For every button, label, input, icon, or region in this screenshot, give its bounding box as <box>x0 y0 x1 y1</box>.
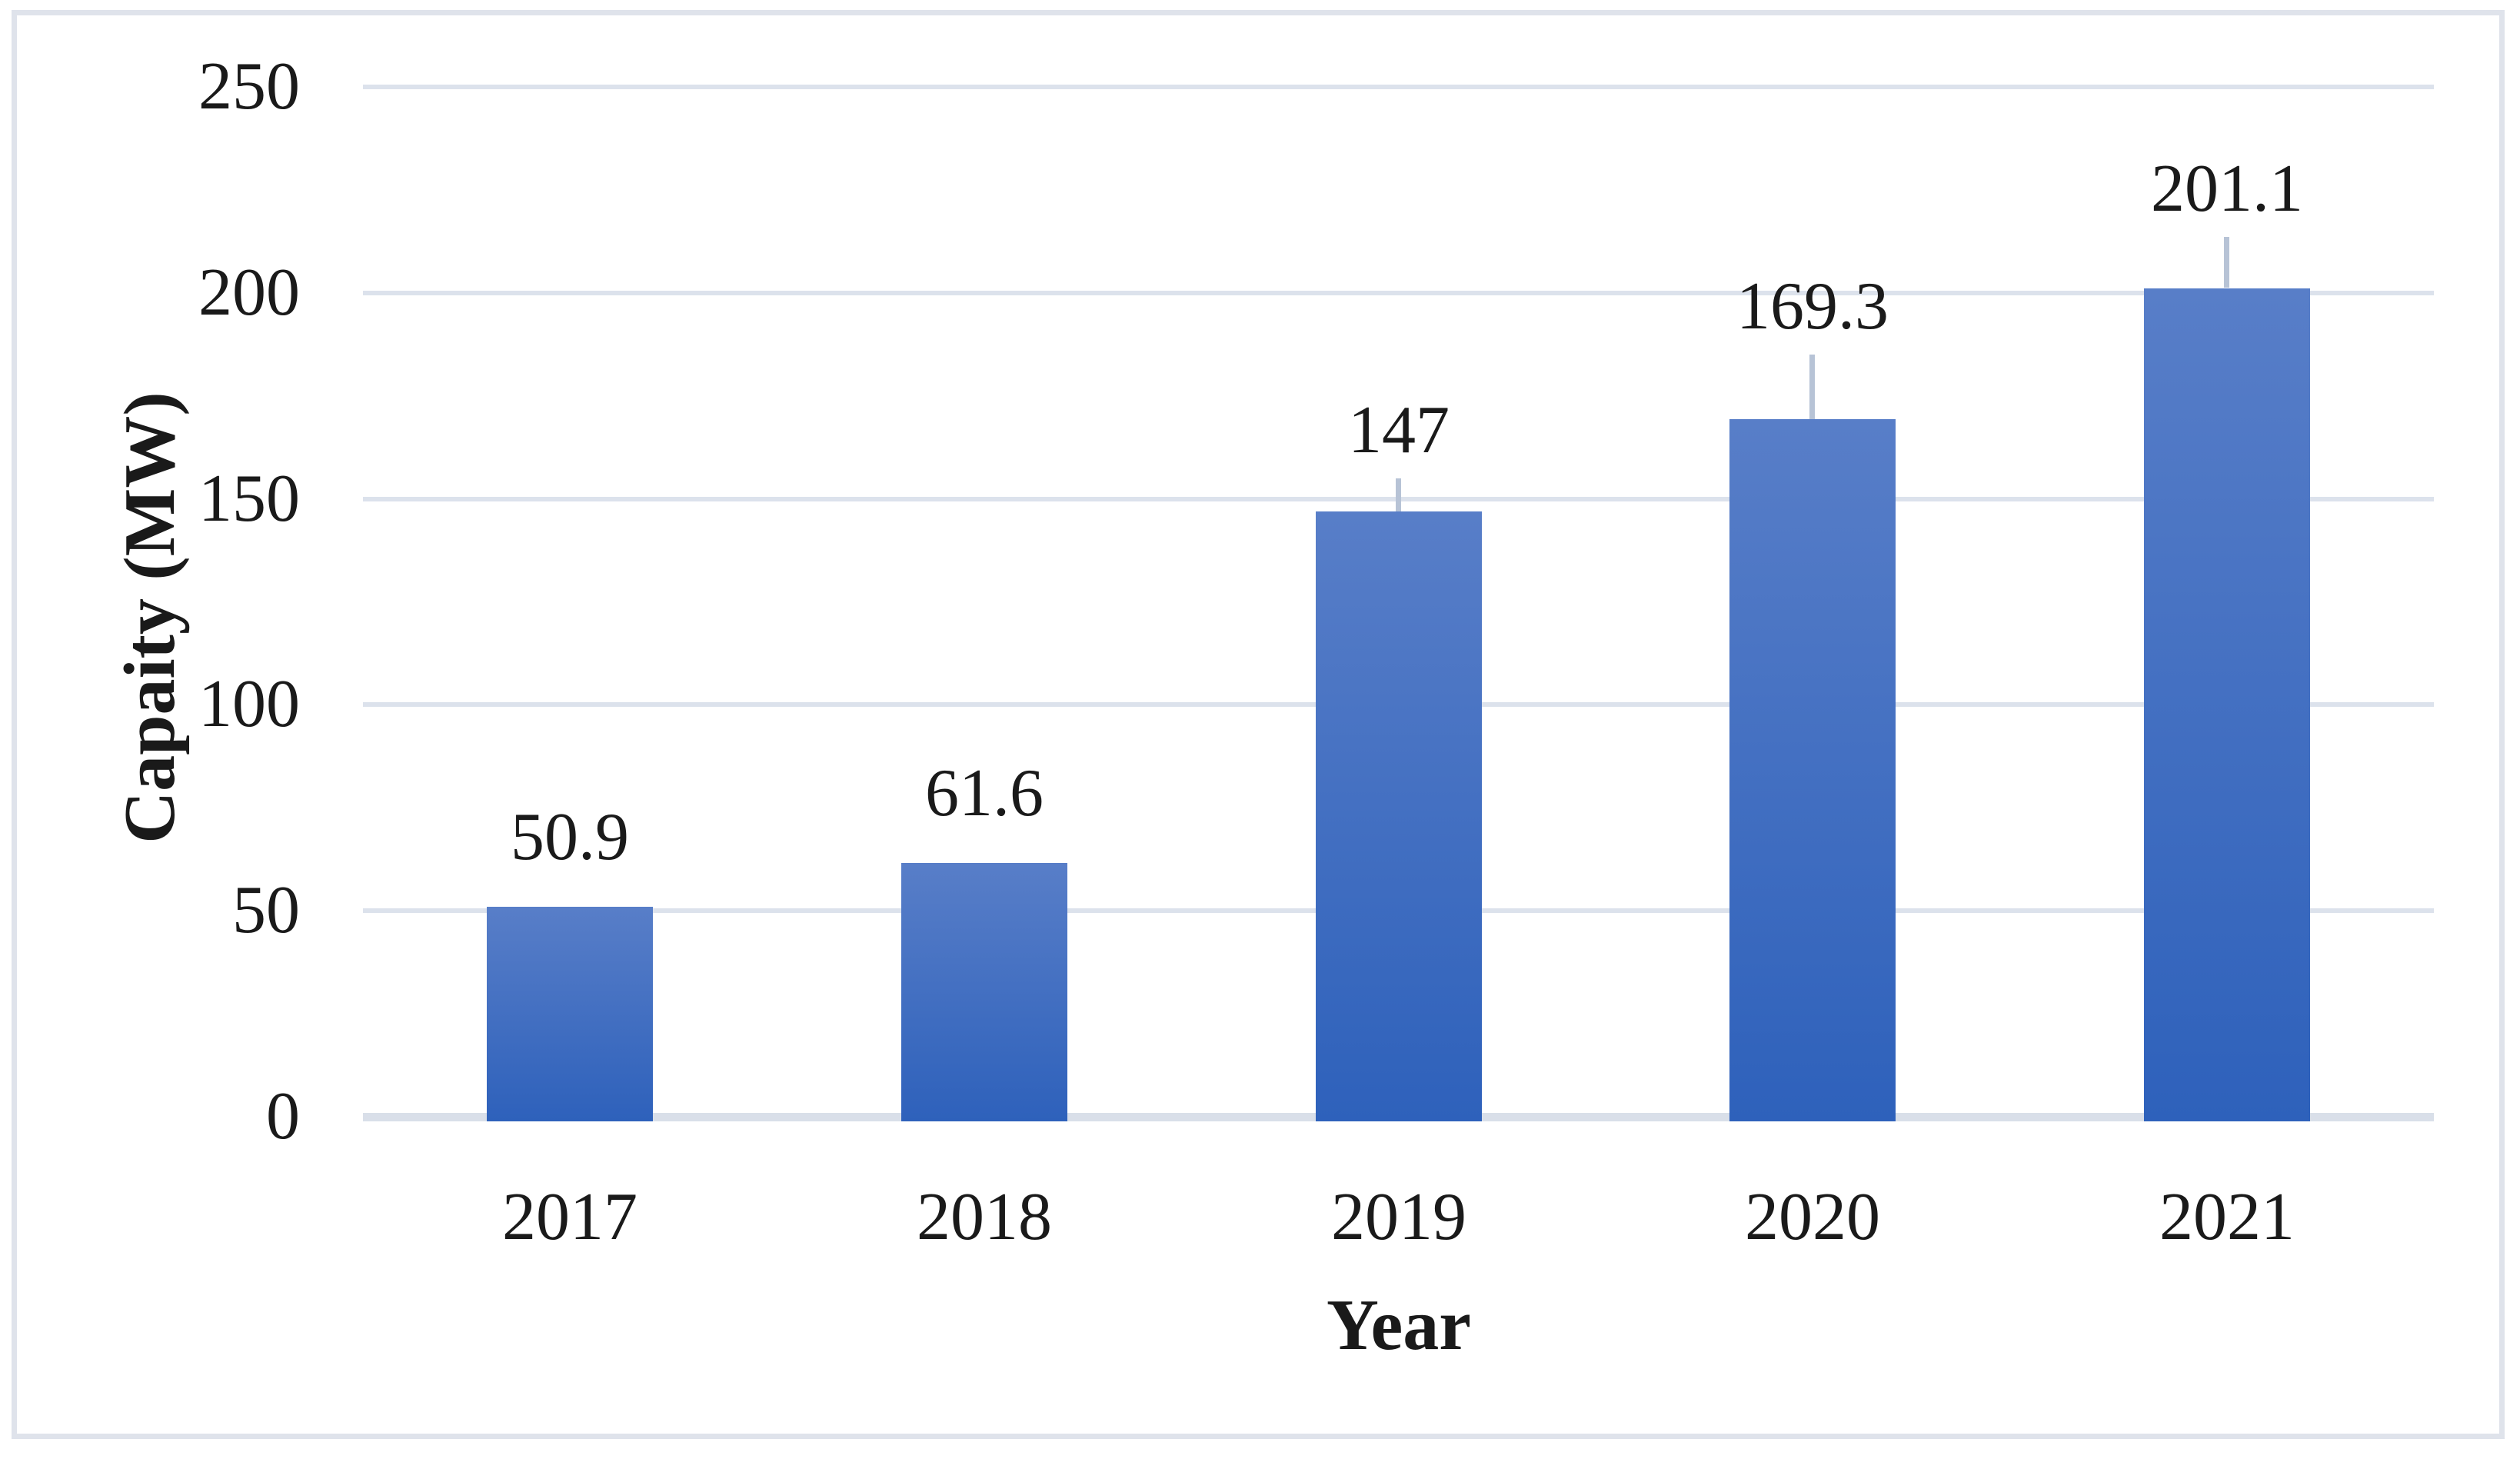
bar-data-label: 50.9 <box>511 800 629 874</box>
bar-data-label: 169.3 <box>1736 269 1889 344</box>
y-tick-label: 50 <box>232 873 300 948</box>
x-tick-label: 2020 <box>1745 1180 1880 1254</box>
x-axis-title: Year <box>1327 1285 1471 1365</box>
bar-2017 <box>487 907 653 1121</box>
y-tick-label: 200 <box>198 255 300 330</box>
x-tick-label: 2019 <box>1331 1180 1466 1254</box>
y-tick-label: 100 <box>198 667 300 741</box>
x-tick-label: 2021 <box>2159 1180 2295 1254</box>
y-tick-label: 250 <box>198 49 300 124</box>
x-tick-label: 2017 <box>502 1180 637 1254</box>
bar-data-label: 201.1 <box>2151 152 2303 226</box>
error-whisker-2021 <box>2224 237 2229 288</box>
bar-2021 <box>2144 288 2310 1121</box>
x-tick-label: 2018 <box>917 1180 1052 1254</box>
error-whisker-2019 <box>1396 478 1401 511</box>
y-tick-label: 0 <box>266 1079 300 1154</box>
bar-data-label: 147 <box>1348 393 1450 468</box>
bar-2020 <box>1729 419 1896 1121</box>
error-whisker-2020 <box>1809 355 1815 419</box>
bar-2019 <box>1316 511 1482 1121</box>
gridline <box>363 291 2434 295</box>
y-axis-title: Capaity (MW) <box>110 391 190 844</box>
gridline <box>363 85 2434 89</box>
bar-data-label: 61.6 <box>925 756 1044 831</box>
chart-frame <box>12 10 2505 1439</box>
y-tick-label: 150 <box>198 461 300 536</box>
bar-2018 <box>901 863 1067 1121</box>
